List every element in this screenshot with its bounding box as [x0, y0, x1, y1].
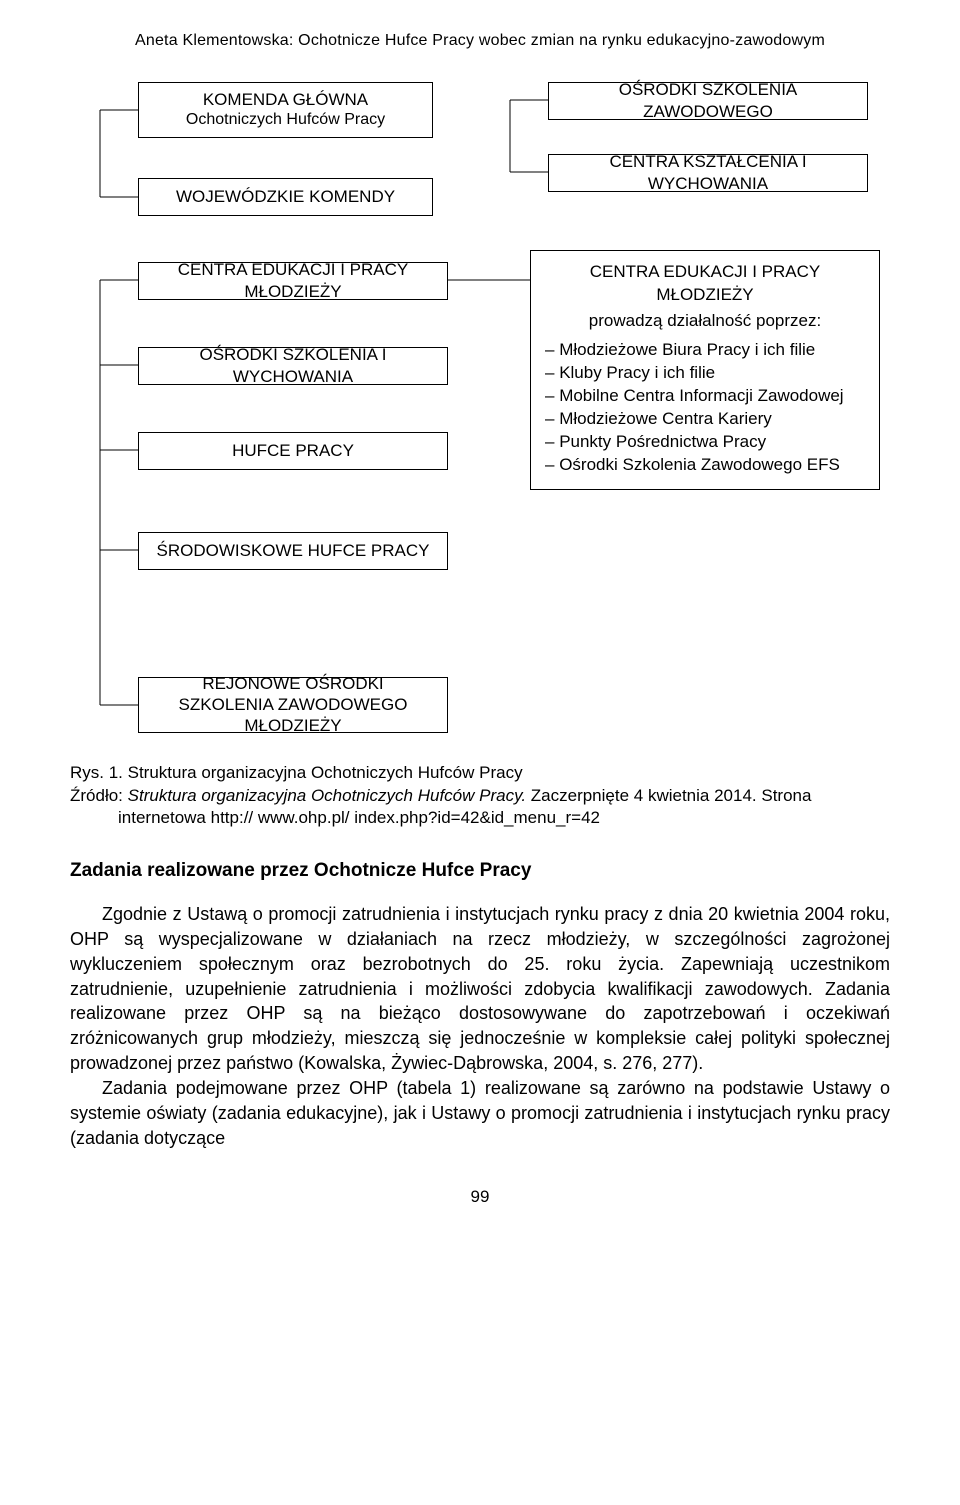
node-text: Ochotniczych Hufców Pracy	[186, 110, 385, 130]
node-rejonowe-osrodki: REJONOWE OŚRODKI SZKOLENIA ZAWODOWEGO MŁ…	[138, 677, 448, 733]
node-activity-list: CENTRA EDUKACJI I PRACY MŁODZIEŻY prowad…	[530, 250, 880, 490]
node-text: OŚRODKI SZKOLENIA I WYCHOWANIA	[147, 344, 439, 387]
figure-source: Źródło: Struktura organizacyjna Ochotnic…	[70, 785, 890, 831]
node-text: WOJEWÓDZKIE KOMENDY	[176, 186, 395, 207]
running-head: Aneta Klementowska: Ochotnicze Hufce Pra…	[70, 30, 890, 52]
node-text: HUFCE PRACY	[232, 440, 354, 461]
activity-items: Młodzieżowe Biura Pracy i ich filie Klub…	[545, 339, 865, 477]
node-centra-ksztalcenia: CENTRA KSZTAŁCENIA I WYCHOWANIA	[548, 154, 868, 192]
node-centra-edukacji-pracy: CENTRA EDUKACJI I PRACY MŁODZIEŻY	[138, 262, 448, 300]
section-heading: Zadania realizowane przez Ochotnicze Huf…	[70, 858, 890, 884]
figure-caption: Rys. 1. Struktura organizacyjna Ochotnic…	[70, 762, 890, 785]
node-hufce-pracy: HUFCE PRACY	[138, 432, 448, 470]
activity-item: Punkty Pośrednictwa Pracy	[545, 431, 865, 454]
node-text: OŚRODKI SZKOLENIA ZAWODOWEGO	[557, 79, 859, 122]
node-text: SZKOLENIA ZAWODOWEGO MŁODZIEŻY	[147, 694, 439, 737]
node-komenda-glowna: KOMENDA GŁÓWNA Ochotniczych Hufców Pracy	[138, 82, 433, 138]
activity-item: Młodzieżowe Biura Pracy i ich filie	[545, 339, 865, 362]
node-osrodki-szkolenia-wychowania: OŚRODKI SZKOLENIA I WYCHOWANIA	[138, 347, 448, 385]
page-number: 99	[70, 1186, 890, 1209]
node-text: CENTRA KSZTAŁCENIA I WYCHOWANIA	[557, 151, 859, 194]
activity-header: prowadzą działalność poprzez:	[545, 310, 865, 333]
org-structure-diagram: KOMENDA GŁÓWNA Ochotniczych Hufców Pracy…	[70, 82, 890, 752]
body-paragraph: Zadania podejmowane przez OHP (tabela 1)…	[70, 1076, 890, 1150]
activity-item: Mobilne Centra Informacji Zawodowej	[545, 385, 865, 408]
node-text: REJONOWE OŚRODKI	[202, 673, 383, 694]
node-text: KOMENDA GŁÓWNA	[203, 89, 368, 110]
activity-item: Ośrodki Szkolenia Zawodowego EFS	[545, 454, 865, 477]
node-srodowiskowe-hufce: ŚRODOWISKOWE HUFCE PRACY	[138, 532, 448, 570]
node-osrodki-szkolenia-zawodowego: OŚRODKI SZKOLENIA ZAWODOWEGO	[548, 82, 868, 120]
activity-item: Młodzieżowe Centra Kariery	[545, 408, 865, 431]
body-paragraph: Zgodnie z Ustawą o promocji zatrudnienia…	[70, 902, 890, 1076]
source-label: Źródło:	[70, 786, 128, 805]
node-wojewodzkie-komendy: WOJEWÓDZKIE KOMENDY	[138, 178, 433, 216]
activity-item: Kluby Pracy i ich filie	[545, 362, 865, 385]
node-text: ŚRODOWISKOWE HUFCE PRACY	[157, 540, 430, 561]
node-text: CENTRA EDUKACJI I PRACY MŁODZIEŻY	[147, 259, 439, 302]
source-italic: Struktura organizacyjna Ochotniczych Huf…	[128, 786, 526, 805]
activity-header: CENTRA EDUKACJI I PRACY MŁODZIEŻY	[545, 261, 865, 307]
